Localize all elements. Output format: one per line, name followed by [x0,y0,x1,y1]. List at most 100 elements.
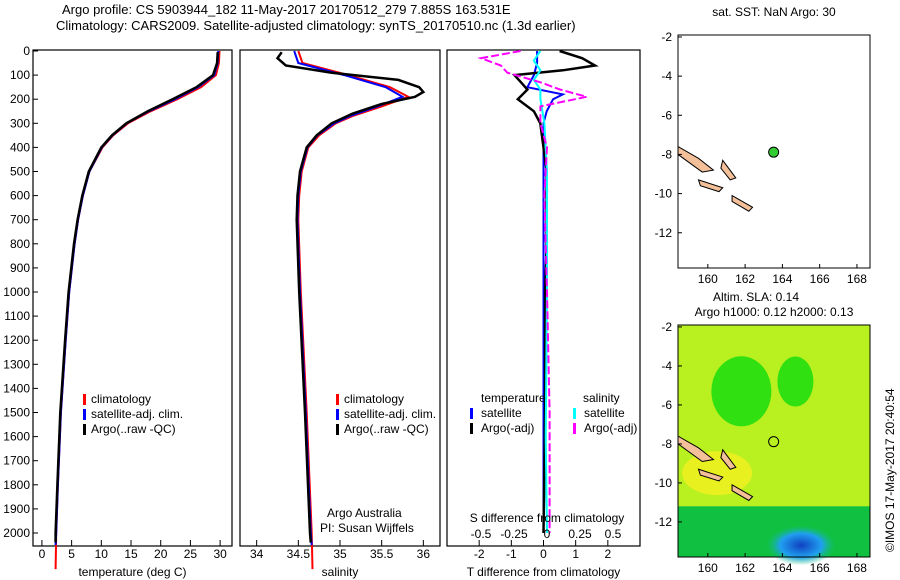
title-line-2: Climatology: CARS2009. Satellite-adjuste… [56,18,576,33]
x-tick-label: 10 [95,547,109,561]
annotation-line-1: Argo Australia [327,506,402,520]
float-marker [768,436,780,448]
legend-label: satellite [481,406,522,420]
x-tick-label: 5 [68,547,75,561]
x2-tick-label: 0 [544,527,551,541]
y-tick-label: 1400 [3,381,30,395]
x-tick-label: 20 [154,547,168,561]
x-tick-label: 164 [772,272,792,286]
map-frame [677,34,871,269]
legend-swatch [336,424,339,435]
y-tick-label: -6 [661,398,672,412]
legend-header-salinity: salinity [583,391,620,405]
series-clim [54,50,221,570]
series-clim [297,50,411,570]
x-tick-label: 30 [213,547,227,561]
difference-profile: -2 -1 0 1 2 T difference from climatology temp… [446,49,641,579]
x-tick-label: 25 [184,547,198,561]
legend-label: satellite [584,406,625,420]
y-tick-label: 300 [10,116,30,130]
island [731,484,754,502]
island [697,468,724,482]
plot-frame [32,49,233,547]
y-tick-label: 1100 [4,309,30,323]
x-tick-label: 15 [124,547,138,561]
y-tick-label: 0 [23,44,30,58]
legend-label: Argo(-adj) [481,421,534,435]
x2-tick-label: 0.5 [605,527,622,541]
y-tick-label: 1300 [3,357,30,371]
x-tick-label: 162 [735,561,755,575]
y-tick-label: 1800 [3,478,30,492]
y-tick-label: -8 [661,147,672,161]
legend-swatch [83,424,86,435]
y-tick-label: 1600 [3,430,30,444]
map-title: Altim. SLA: 0.14 [713,290,799,304]
y-tick-label: 600 [10,189,30,203]
x-tick-label: 35 [333,547,347,561]
x-tick-label: 34.5 [287,547,311,561]
island [720,448,737,470]
y-tick-label: 700 [10,213,30,227]
legend-swatch [83,394,86,405]
series-argo [275,51,426,543]
x-tick-label: 166 [810,561,830,575]
x2-tick-label: -0.25 [500,527,528,541]
x-tick-label: 162 [735,272,755,286]
y-tick-label: -4 [661,69,672,83]
legend-header-temperature: temperature [481,391,546,405]
series-sal_argo [477,50,587,533]
y-tick-label: -4 [661,359,672,373]
y-tick-label: 200 [10,92,30,106]
x2-axis-label: S difference from climatology [470,511,625,525]
sla-low-blob [711,356,772,427]
y-tick-label: 400 [10,140,30,154]
x-axis-label: T difference from climatology [467,565,621,579]
y-tick-label: 2000 [3,526,30,540]
y-tick-label: -12 [655,226,673,240]
y-tick-label: 1900 [3,502,30,516]
legend-label: climatology [344,392,404,406]
salinity-profile: 34 34.5 35 35.5 36 salinity climatologysatelli… [239,49,441,579]
x-axis-label: temperature (deg C) [78,565,186,579]
y-tick-label: 1500 [3,406,30,420]
legend-label: satellite-adj. clim. [344,407,436,421]
y-tick-label: -2 [661,30,672,44]
y-tick-label: -2 [661,320,672,334]
x-tick-label: -2 [474,547,485,561]
legend-swatch [83,409,86,420]
island [677,145,715,173]
sst-map: 160 162 164 166 168 -2 -4 -6 -8 -10 -12 sat. SST: N… [655,5,871,286]
x-tick-label: 166 [810,272,830,286]
legend-label: Argo(..raw -QC) [91,422,176,436]
x-tick-label: 2 [604,547,611,561]
y-tick-label: -10 [655,187,673,201]
sla-map: 160 162 164 166 168 -2 -4 -6 -8 -10 -12 Altim. SLA:… [655,290,871,575]
legend-swatch [470,408,473,419]
legend-label: satellite-adj. clim. [91,407,183,421]
title-line-1: Argo profile: CS 5903944_182 11-May-2017… [62,2,511,17]
plot-frame [239,49,441,547]
legend-swatch [573,423,576,434]
series-argo [511,49,599,534]
legend-swatch [573,408,576,419]
y-tick-label: -6 [661,108,672,122]
annotation-line-2: PI: Susan Wijffels [320,521,414,535]
legend-swatch [470,423,473,434]
sla-blue-blob [766,525,837,566]
y-tick-label: 800 [10,237,30,251]
legend-swatch [336,394,339,405]
y-tick-label: 100 [10,68,30,82]
y-tick-label: 900 [10,261,30,275]
x-tick-label: 36 [417,547,431,561]
x-tick-label: 1 [572,547,579,561]
x-tick-label: 160 [698,561,718,575]
island [697,179,724,193]
y-tick-label: 1700 [3,454,30,468]
y-tick-label: -8 [661,437,672,451]
series-sal_sat [532,50,548,534]
y-tick-label: 1200 [3,333,30,347]
series-argo [54,52,219,543]
